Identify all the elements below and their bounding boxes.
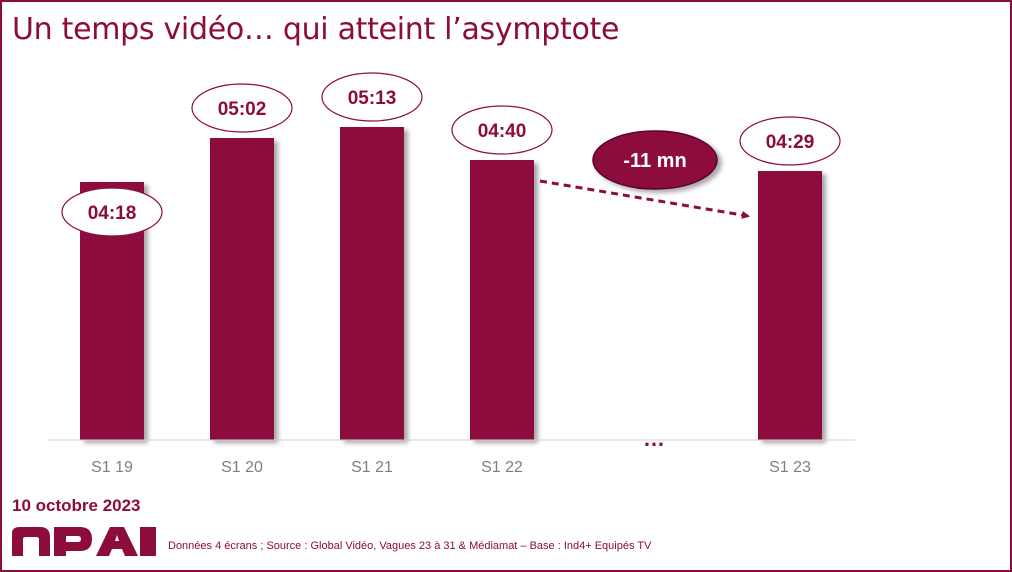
bar-s1-21 [340,127,404,440]
bar-s1-20 [210,138,274,440]
x-tick-label: S1 21 [351,459,393,476]
data-label: 04:40 [478,121,527,142]
annotation-pill [592,130,718,190]
data-label: 05:02 [218,99,267,120]
data-label-bubble [321,72,423,122]
source-note: Données 4 écrans ; Source : Global Vidéo… [168,540,652,552]
data-label-bubble [739,116,841,166]
x-tick-label: S1 23 [769,459,811,476]
x-tick-label: S1 20 [221,459,263,476]
axis-gap-marker: … [643,426,665,451]
data-label-bubble [451,105,553,155]
date-label: 10 octobre 2023 [12,496,141,515]
bar-s1-22 [470,160,534,440]
data-label: 04:29 [766,132,815,153]
x-tick-label: S1 22 [481,459,523,476]
annotation-text: -11 mn [623,150,686,172]
bar-s1-23 [758,171,822,440]
data-label: 05:13 [348,88,397,109]
slide-title: Un temps vidéo… qui atteint l’asymptote [12,12,620,47]
data-label-bubble [61,187,163,237]
data-label-bubble [191,83,293,133]
data-label: 04:18 [88,203,137,224]
x-tick-label: S1 19 [91,459,133,476]
npa-logo [12,527,156,556]
